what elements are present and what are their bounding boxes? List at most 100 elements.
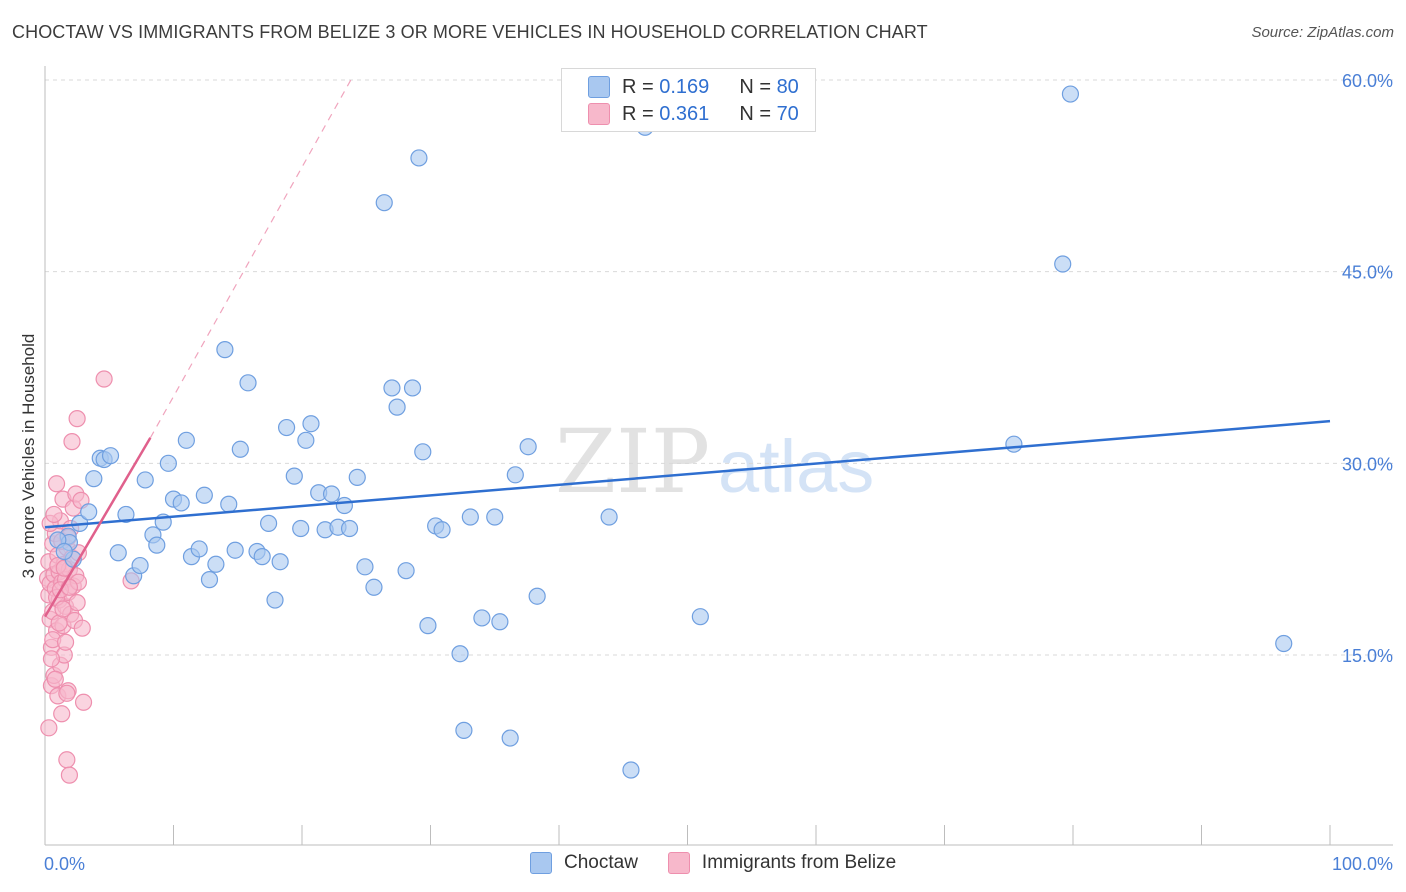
y-tick-labels: 15.0% 30.0% 45.0% 60.0% bbox=[1342, 71, 1393, 666]
data-point-choctaw bbox=[253, 548, 271, 566]
data-point-choctaw bbox=[177, 431, 195, 449]
legend-row-choctaw: R = 0.169 N = 80 bbox=[588, 75, 799, 99]
data-point-choctaw bbox=[322, 485, 341, 503]
data-point-belize bbox=[58, 751, 76, 769]
data-point-choctaw bbox=[195, 486, 213, 504]
trend-lines bbox=[43, 79, 1331, 618]
axes bbox=[44, 66, 1393, 846]
legend-r-value: 0.169 bbox=[659, 75, 710, 98]
data-point-choctaw bbox=[335, 496, 354, 515]
data-point-choctaw bbox=[285, 467, 303, 485]
y-tick-label: 15.0% bbox=[1342, 646, 1393, 666]
data-point-choctaw bbox=[172, 494, 190, 512]
data-point-choctaw bbox=[239, 374, 257, 392]
data-point-belize bbox=[45, 505, 63, 524]
data-point-choctaw bbox=[220, 495, 238, 513]
series-choctaw bbox=[49, 85, 1293, 779]
data-point-choctaw bbox=[622, 761, 640, 779]
data-point-choctaw bbox=[271, 553, 289, 571]
data-point-choctaw bbox=[117, 505, 135, 524]
data-point-choctaw bbox=[455, 721, 473, 739]
data-point-choctaw bbox=[266, 591, 284, 609]
data-point-choctaw bbox=[486, 508, 504, 526]
watermark-zip: ZIP bbox=[555, 410, 710, 513]
data-point-choctaw bbox=[414, 443, 432, 461]
correlation-legend: R = 0.169 N = 80 R = 0.361 N = 70 bbox=[561, 68, 816, 132]
series-belize bbox=[38, 370, 140, 784]
legend-n-value: 70 bbox=[776, 102, 799, 125]
data-point-choctaw bbox=[277, 418, 296, 437]
data-point-belize bbox=[50, 614, 68, 632]
data-point-choctaw bbox=[461, 508, 479, 526]
data-point-belize bbox=[95, 370, 113, 388]
data-point-belize bbox=[68, 594, 86, 612]
data-point-choctaw bbox=[410, 149, 428, 167]
trend-line-belize bbox=[43, 437, 152, 618]
legend-swatch-belize bbox=[667, 852, 690, 874]
data-point-choctaw bbox=[506, 466, 524, 484]
data-point-choctaw bbox=[136, 471, 154, 489]
data-point-choctaw bbox=[302, 415, 320, 433]
data-point-belize bbox=[58, 684, 76, 702]
data-point-belize bbox=[56, 633, 75, 651]
data-point-choctaw bbox=[159, 454, 177, 472]
data-point-choctaw bbox=[356, 558, 374, 576]
data-point-choctaw bbox=[190, 540, 208, 558]
data-point-choctaw bbox=[501, 729, 519, 747]
y-tick-label: 45.0% bbox=[1342, 263, 1393, 283]
data-point-choctaw bbox=[375, 194, 393, 212]
data-point-choctaw bbox=[207, 555, 225, 573]
legend-n-label: N = bbox=[739, 102, 771, 125]
data-point-choctaw bbox=[403, 379, 422, 397]
data-point-choctaw bbox=[80, 503, 98, 521]
data-point-choctaw bbox=[491, 613, 509, 631]
legend-r-label: R = bbox=[622, 75, 654, 98]
data-point-choctaw bbox=[519, 438, 537, 456]
data-point-belize bbox=[60, 578, 79, 596]
legend-item-belize: Immigrants from Belize bbox=[667, 852, 896, 874]
y-axis-label: 3 or more Vehicles in Household bbox=[19, 334, 38, 579]
data-point-belize bbox=[60, 766, 79, 784]
series-legend: Choctaw Immigrants from Belize bbox=[530, 852, 926, 874]
data-point-choctaw bbox=[148, 536, 166, 554]
data-point-choctaw bbox=[226, 541, 244, 559]
data-point-choctaw bbox=[473, 609, 491, 627]
data-point-choctaw bbox=[388, 398, 406, 416]
y-tick-label: 60.0% bbox=[1342, 71, 1393, 91]
data-point-belize bbox=[42, 650, 61, 668]
x-tick-label-min: 0.0% bbox=[44, 854, 85, 874]
data-point-choctaw bbox=[259, 514, 278, 532]
data-point-choctaw bbox=[109, 544, 127, 562]
data-point-belize bbox=[74, 693, 93, 711]
chart-title: CHOCTAW VS IMMIGRANTS FROM BELIZE 3 OR M… bbox=[12, 22, 928, 42]
legend-row-belize: R = 0.361 N = 70 bbox=[588, 102, 799, 126]
data-point-choctaw bbox=[348, 468, 366, 486]
data-point-choctaw bbox=[131, 556, 149, 575]
legend-label-choctaw: Choctaw bbox=[564, 852, 638, 873]
data-point-choctaw bbox=[365, 578, 383, 596]
data-point-choctaw bbox=[55, 542, 73, 561]
data-point-choctaw bbox=[85, 470, 103, 488]
legend-n-value: 80 bbox=[776, 75, 799, 98]
data-point-choctaw bbox=[200, 571, 219, 589]
data-point-belize bbox=[54, 600, 72, 618]
grid-lines bbox=[45, 79, 1393, 656]
legend-swatch-choctaw bbox=[530, 852, 552, 874]
data-point-belize bbox=[47, 475, 66, 493]
source-credit: Source: ZipAtlas.com bbox=[1251, 24, 1394, 41]
data-point-choctaw bbox=[600, 508, 618, 526]
legend-swatch-belize bbox=[588, 103, 610, 125]
data-point-belize bbox=[46, 670, 64, 688]
data-point-choctaw bbox=[292, 519, 310, 538]
legend-swatch-choctaw bbox=[588, 76, 610, 98]
legend-r-label: R = bbox=[622, 102, 654, 125]
watermark: ZIP atlas bbox=[555, 410, 874, 513]
data-point-choctaw bbox=[528, 587, 546, 605]
legend-item-choctaw: Choctaw bbox=[530, 852, 638, 874]
data-point-belize bbox=[73, 619, 91, 637]
data-point-choctaw bbox=[1061, 85, 1080, 103]
data-point-choctaw bbox=[216, 341, 234, 359]
data-point-belize bbox=[63, 433, 81, 451]
legend-r-value: 0.361 bbox=[659, 102, 710, 125]
